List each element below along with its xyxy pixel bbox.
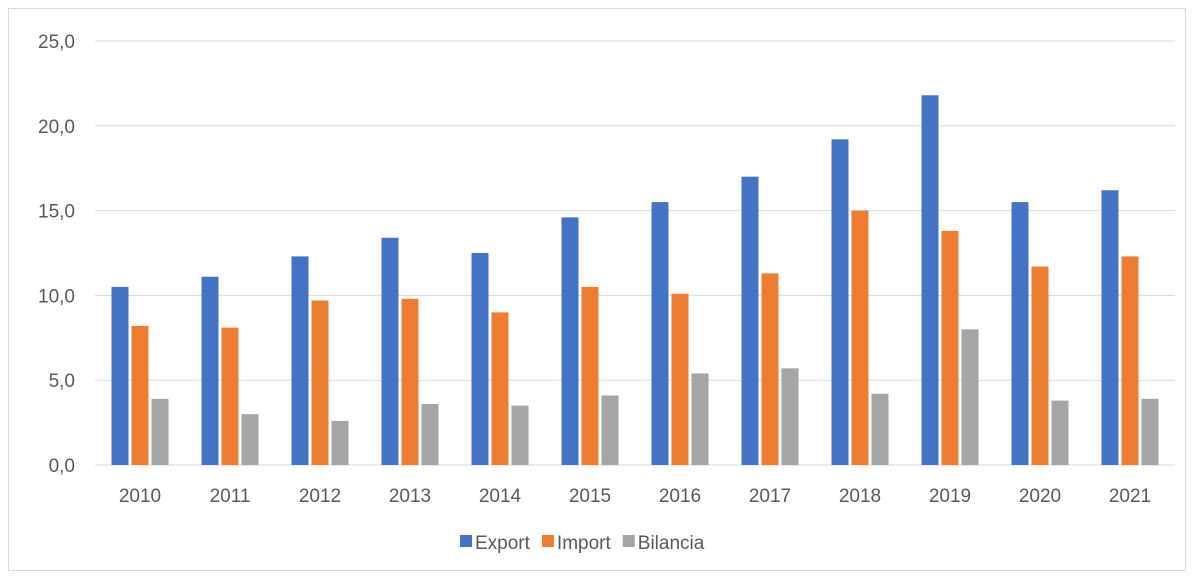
bar-import-2019 (941, 230, 959, 465)
bar-export-2015 (561, 217, 579, 465)
bar-import-2020 (1031, 266, 1049, 465)
bar-export-2013 (381, 237, 399, 465)
x-tick-label: 2019 (929, 486, 971, 507)
bar-import-2021 (1121, 256, 1139, 465)
gridlines (95, 40, 1175, 466)
bar-export-2012 (291, 256, 309, 465)
bar-export-2020 (1011, 202, 1029, 465)
legend-label-bilancia: Bilancia (638, 533, 705, 554)
bar-bilancia-2015 (601, 395, 619, 465)
x-tick-label: 2014 (479, 486, 522, 507)
bar-import-2015 (581, 286, 599, 465)
bar-bilancia-2021 (1141, 398, 1159, 465)
y-axis-tick-labels: 0,0 5,0 10,0 15,0 20,0 25,0 (38, 32, 75, 477)
bar-export-2017 (741, 176, 759, 465)
bar-export-2011 (201, 276, 219, 465)
bar-import-2018 (851, 210, 869, 465)
legend-swatch-export (460, 535, 472, 547)
x-axis-tick-labels: 2010 2011 2012 2013 2014 2015 2016 2017 2018 2019… (119, 486, 1151, 507)
y-tick-label: 5,0 (49, 371, 75, 392)
x-tick-label: 2010 (119, 486, 161, 507)
bar-export-2021 (1101, 190, 1119, 466)
x-tick-label: 2018 (839, 486, 881, 507)
bar-import-2012 (311, 300, 329, 465)
x-tick-label: 2021 (1109, 486, 1151, 507)
x-tick-label: 2015 (569, 486, 611, 507)
bar-bilancia-2020 (1051, 400, 1069, 465)
legend-swatch-import (541, 535, 554, 547)
bar-bilancia-2013 (421, 403, 439, 465)
bar-bilancia-2016 (691, 373, 709, 465)
bar-bilancia-2012 (331, 420, 349, 465)
y-tick-label: 20,0 (38, 117, 75, 138)
x-tick-label: 2017 (749, 486, 791, 507)
x-tick-label: 2011 (210, 486, 251, 507)
bar-bilancia-2019 (961, 329, 979, 465)
legend-label-export: Export (475, 533, 531, 554)
bar-bilancia-2017 (781, 368, 799, 465)
bar-bilancia-2014 (511, 405, 529, 465)
bar-import-2017 (761, 273, 779, 465)
bar-import-2013 (401, 298, 419, 465)
bar-import-2011 (221, 327, 239, 465)
x-tick-label: 2020 (1019, 486, 1061, 507)
y-tick-label: 0,0 (49, 456, 75, 477)
legend-label-import: Import (557, 533, 612, 554)
x-tick-label: 2013 (389, 486, 431, 507)
bar-export-2014 (471, 253, 489, 465)
bar-import-2010 (131, 325, 149, 465)
y-tick-label: 10,0 (38, 286, 75, 307)
bar-export-2019 (921, 95, 939, 465)
bars (111, 95, 1159, 466)
bar-export-2016 (651, 202, 669, 465)
legend: Export Import Bilancia (460, 533, 705, 554)
y-tick-label: 15,0 (38, 202, 75, 223)
bar-import-2016 (671, 293, 689, 465)
bar-bilancia-2018 (871, 393, 889, 465)
y-tick-label: 25,0 (38, 32, 75, 53)
bar-bilancia-2011 (241, 414, 259, 465)
bar-export-2010 (111, 286, 129, 465)
bar-import-2014 (491, 312, 509, 465)
x-tick-label: 2016 (659, 486, 701, 507)
bar-bilancia-2010 (151, 398, 169, 465)
bar-export-2018 (831, 139, 849, 466)
x-tick-label: 2012 (299, 486, 341, 507)
legend-swatch-bilancia (622, 535, 635, 547)
